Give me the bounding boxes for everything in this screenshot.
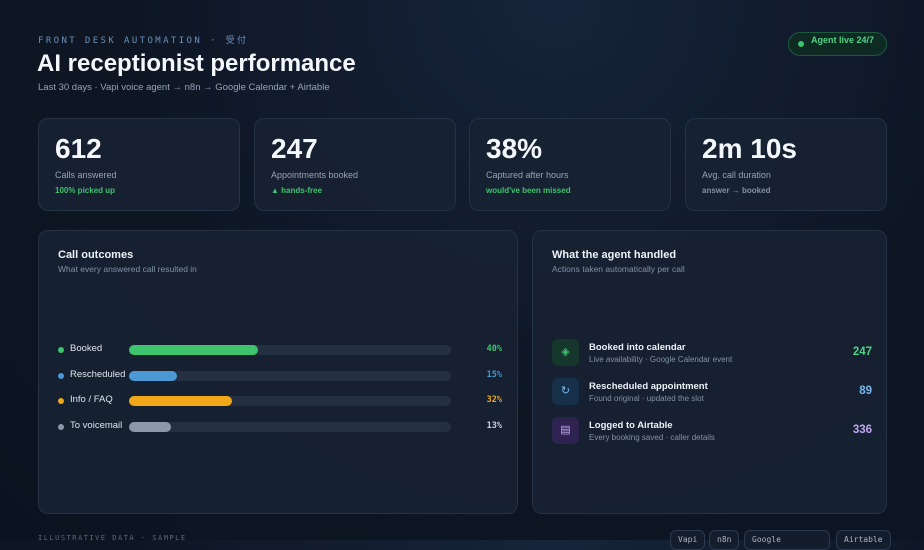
eyebrow: FRONT DESK AUTOMATION · 受付 bbox=[38, 36, 249, 46]
kpi-value: 2m 10s bbox=[702, 133, 797, 164]
bar bbox=[129, 371, 178, 381]
kpi-card: 2m 10s Avg. call duration answer → booke… bbox=[685, 118, 887, 211]
bar bbox=[129, 422, 171, 432]
panel-title: What the agent handled bbox=[552, 249, 677, 261]
panel-title: Call outcomes bbox=[58, 249, 134, 261]
legend-dot bbox=[58, 373, 64, 379]
outcome-row: Booked 40% bbox=[58, 343, 502, 357]
category-label: Info / FAQ bbox=[70, 394, 113, 405]
handled-item: ◈ Booked into calendar Live availability… bbox=[552, 339, 872, 367]
outcome-row: Rescheduled 15% bbox=[58, 369, 502, 383]
outcomes-panel: Call outcomes What every answered call r… bbox=[38, 230, 518, 514]
item-count: 89 bbox=[859, 385, 872, 397]
tech-chip: Airtable bbox=[836, 530, 891, 550]
icon: ◈ bbox=[552, 339, 579, 366]
outcome-row: Info / FAQ 32% bbox=[58, 394, 502, 408]
bar bbox=[129, 345, 258, 355]
category-label: To voicemail bbox=[70, 420, 123, 431]
category-label: Booked bbox=[70, 343, 103, 354]
legend-dot bbox=[58, 398, 64, 404]
bar-track bbox=[129, 422, 451, 432]
item-count: 247 bbox=[852, 346, 872, 358]
outcome-row: To voicemail 13% bbox=[58, 420, 502, 434]
kpi-note: answer → booked bbox=[702, 186, 771, 195]
kpi-card: 247 Appointments booked ▲ hands-free bbox=[254, 118, 456, 211]
status-badge: Agent live 24/7 bbox=[788, 32, 887, 56]
kpi-label: Appointments booked bbox=[271, 170, 359, 180]
handled-panel: What the agent handled Actions taken aut… bbox=[532, 230, 887, 514]
value-label: 15% bbox=[486, 370, 502, 380]
kpi-label: Calls answered bbox=[55, 170, 117, 180]
tech-chip: Vapi bbox=[670, 530, 706, 550]
kpi-value: 612 bbox=[55, 133, 102, 164]
kpi-note: would've been missed bbox=[486, 186, 571, 195]
subtitle: Last 30 days · Vapi voice agent → n8n → … bbox=[38, 82, 330, 93]
icon: ▤ bbox=[552, 417, 579, 444]
handled-item: ↻ Rescheduled appointment Found original… bbox=[552, 378, 872, 406]
item-count: 336 bbox=[852, 424, 872, 436]
item-title: Booked into calendar bbox=[589, 342, 686, 353]
bar bbox=[129, 396, 233, 406]
value-label: 32% bbox=[486, 395, 502, 405]
legend-dot bbox=[58, 424, 64, 430]
panel-subtitle: What every answered call resulted in bbox=[58, 264, 197, 274]
kpi-card: 612 Calls answered 100% picked up bbox=[38, 118, 240, 211]
handled-item: ▤ Logged to Airtable Every booking saved… bbox=[552, 417, 872, 445]
category-label: Rescheduled bbox=[70, 369, 126, 380]
kpi-value: 247 bbox=[271, 133, 318, 164]
kpi-note: ▲ hands-free bbox=[271, 186, 323, 195]
kpi-note: 100% picked up bbox=[55, 186, 116, 195]
kpi-label: Avg. call duration bbox=[702, 170, 771, 180]
footer-note: ILLUSTRATIVE DATA · SAMPLE bbox=[38, 534, 187, 542]
tech-chip: Google bbox=[744, 530, 830, 550]
item-detail: Live availability · Google Calendar even… bbox=[589, 355, 733, 364]
legend-dot bbox=[58, 347, 64, 353]
bar-track bbox=[129, 345, 451, 355]
bar-track bbox=[129, 396, 451, 406]
value-label: 40% bbox=[486, 344, 502, 354]
kpi-value: 38% bbox=[486, 133, 543, 164]
item-title: Rescheduled appointment bbox=[589, 381, 708, 392]
bar-track bbox=[129, 371, 451, 381]
icon: ↻ bbox=[552, 378, 579, 405]
value-label: 13% bbox=[486, 421, 502, 431]
panel-subtitle: Actions taken automatically per call bbox=[552, 264, 685, 274]
item-detail: Found original · updated the slot bbox=[589, 394, 704, 403]
kpi-card: 38% Captured after hours would've been m… bbox=[469, 118, 671, 211]
kpi-label: Captured after hours bbox=[486, 170, 569, 180]
item-title: Logged to Airtable bbox=[589, 420, 673, 431]
page-title: AI receptionist performance bbox=[37, 50, 356, 77]
tech-chip: n8n bbox=[709, 530, 740, 550]
item-detail: Every booking saved · caller details bbox=[589, 433, 715, 442]
